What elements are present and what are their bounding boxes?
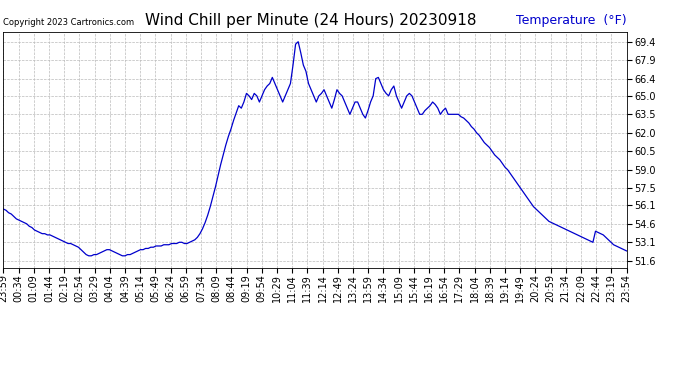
Text: Temperature  (°F): Temperature (°F) xyxy=(516,14,627,27)
Text: Wind Chill per Minute (24 Hours) 20230918: Wind Chill per Minute (24 Hours) 2023091… xyxy=(145,13,476,28)
Text: Copyright 2023 Cartronics.com: Copyright 2023 Cartronics.com xyxy=(3,18,135,27)
